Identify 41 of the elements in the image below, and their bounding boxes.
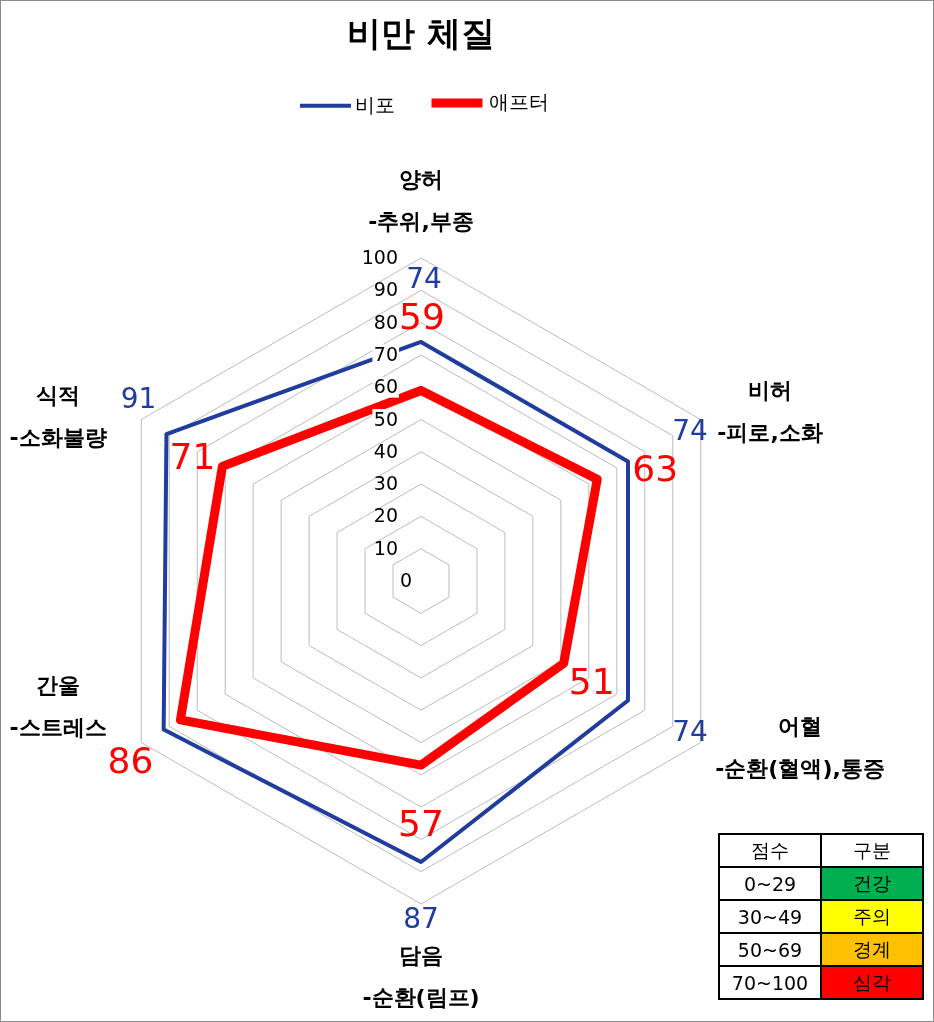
chart-title: 비만 체질 bbox=[347, 13, 495, 53]
text: 심각 bbox=[821, 966, 923, 999]
data-label: 63 bbox=[632, 448, 679, 490]
y-tick-label: 0 bbox=[399, 569, 412, 591]
y-tick-label: 30 bbox=[373, 472, 398, 495]
y-tick-label: 70 bbox=[373, 342, 398, 365]
legend-label: 애프터 bbox=[489, 90, 549, 114]
spoke-label: 어혈 -순환(혈액),통증 bbox=[715, 714, 885, 781]
spoke-label: 간울 -스트레스 bbox=[9, 673, 107, 740]
spoke-label: 비허 -피로,소화 bbox=[717, 378, 823, 445]
y-tick-label: 100 bbox=[361, 246, 398, 268]
y-tick-label: 10 bbox=[373, 536, 398, 559]
spoke-label: 식적 -소화불량 bbox=[9, 383, 107, 450]
data-label: 51 bbox=[568, 661, 615, 703]
text: 경계 bbox=[821, 933, 923, 966]
y-tick-label: 60 bbox=[373, 375, 398, 398]
text: 30~49 bbox=[719, 900, 821, 933]
spoke-label: 양허 -추위,부종 bbox=[368, 167, 474, 234]
data-label: 91 bbox=[120, 382, 157, 416]
data-label: 74 bbox=[672, 414, 708, 448]
legend-label: 비포 bbox=[355, 92, 395, 117]
text: 건강 bbox=[821, 867, 923, 900]
data-label: 74 bbox=[406, 261, 442, 295]
text: 70~100 bbox=[719, 966, 821, 999]
text: 구분 bbox=[821, 834, 923, 867]
spoke-label: 담음 -순환(림프) bbox=[362, 943, 480, 1010]
data-label: 59 bbox=[399, 296, 445, 338]
text: 0~29 bbox=[719, 867, 821, 900]
y-tick-label: 90 bbox=[373, 278, 398, 301]
data-label: 71 bbox=[169, 436, 216, 478]
y-tick-label: 40 bbox=[373, 439, 398, 462]
y-tick-label: 50 bbox=[373, 407, 398, 430]
y-tick-label: 80 bbox=[373, 310, 398, 333]
text: 점수 bbox=[719, 834, 821, 867]
data-label: 86 bbox=[107, 739, 154, 781]
data-label: 74 bbox=[672, 714, 708, 748]
data-label: 87 bbox=[403, 902, 439, 936]
data-label: 57 bbox=[398, 803, 444, 845]
text: 주의 bbox=[821, 900, 923, 933]
y-tick-label: 20 bbox=[373, 504, 398, 527]
text: 50~69 bbox=[719, 933, 821, 966]
